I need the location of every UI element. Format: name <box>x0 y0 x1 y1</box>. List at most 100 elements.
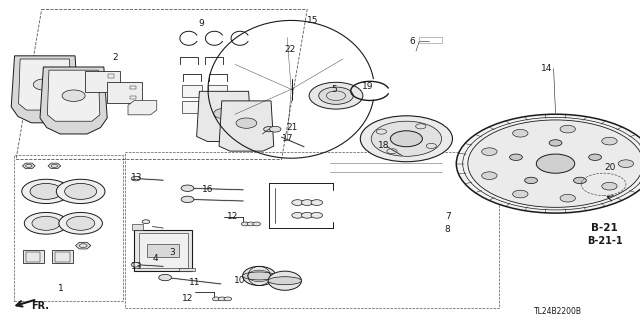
Polygon shape <box>19 59 71 110</box>
Text: 21: 21 <box>287 123 298 132</box>
Circle shape <box>602 137 617 145</box>
Circle shape <box>131 263 140 267</box>
Bar <box>52 250 73 263</box>
Circle shape <box>131 176 140 181</box>
Circle shape <box>301 200 313 205</box>
Bar <box>179 268 195 271</box>
Circle shape <box>33 79 56 90</box>
Circle shape <box>59 212 102 234</box>
Text: 11: 11 <box>189 278 200 287</box>
Bar <box>108 75 114 78</box>
Polygon shape <box>219 101 274 151</box>
Polygon shape <box>108 82 143 103</box>
Bar <box>108 85 114 88</box>
Circle shape <box>292 212 303 218</box>
Ellipse shape <box>243 272 276 280</box>
Bar <box>208 101 227 113</box>
Circle shape <box>159 274 172 281</box>
Ellipse shape <box>268 271 301 290</box>
Polygon shape <box>76 242 91 249</box>
Text: 16: 16 <box>202 185 213 194</box>
Text: 14: 14 <box>541 64 552 73</box>
Text: 17: 17 <box>282 134 293 143</box>
Circle shape <box>181 185 194 191</box>
Circle shape <box>513 190 528 198</box>
Circle shape <box>468 120 640 207</box>
Circle shape <box>549 140 562 146</box>
Circle shape <box>241 222 249 226</box>
Bar <box>134 230 192 271</box>
Circle shape <box>142 220 150 224</box>
Bar <box>125 152 499 308</box>
Bar <box>23 250 44 263</box>
Circle shape <box>253 222 260 226</box>
Polygon shape <box>85 71 120 92</box>
Text: 20: 20 <box>605 163 616 172</box>
Circle shape <box>390 131 422 147</box>
Text: 1: 1 <box>58 284 63 293</box>
Circle shape <box>573 177 586 184</box>
Text: 9: 9 <box>198 19 204 28</box>
Text: 4: 4 <box>152 254 158 263</box>
Circle shape <box>24 212 68 234</box>
Text: 13: 13 <box>131 262 143 271</box>
Text: 5: 5 <box>332 85 337 94</box>
Circle shape <box>589 154 602 160</box>
Circle shape <box>456 114 640 213</box>
Polygon shape <box>128 100 157 115</box>
Circle shape <box>602 182 617 190</box>
Circle shape <box>212 297 220 301</box>
Bar <box>55 252 70 262</box>
Circle shape <box>292 200 303 205</box>
Text: FR.: FR. <box>31 301 49 311</box>
Text: 18: 18 <box>378 141 389 150</box>
Bar <box>130 86 136 89</box>
Circle shape <box>482 148 497 155</box>
Circle shape <box>67 216 95 230</box>
Circle shape <box>32 216 60 230</box>
Circle shape <box>482 172 497 180</box>
Circle shape <box>247 222 255 226</box>
Polygon shape <box>196 91 252 142</box>
Ellipse shape <box>243 266 276 286</box>
Circle shape <box>301 212 313 218</box>
Circle shape <box>218 297 226 301</box>
Circle shape <box>360 116 452 162</box>
Polygon shape <box>47 70 100 121</box>
Bar <box>139 233 188 268</box>
Polygon shape <box>48 163 61 169</box>
Bar <box>208 85 227 97</box>
Circle shape <box>311 212 323 218</box>
Circle shape <box>62 90 85 101</box>
Circle shape <box>236 118 257 128</box>
Circle shape <box>525 177 538 184</box>
Text: 12: 12 <box>182 294 194 303</box>
Circle shape <box>509 154 522 160</box>
Bar <box>132 224 143 230</box>
Polygon shape <box>40 67 108 134</box>
Circle shape <box>319 87 353 104</box>
Circle shape <box>56 179 105 204</box>
Circle shape <box>309 82 363 109</box>
Circle shape <box>513 130 528 137</box>
Circle shape <box>560 194 575 202</box>
Bar <box>14 155 123 301</box>
Circle shape <box>269 126 281 132</box>
Bar <box>419 37 442 43</box>
Bar <box>26 252 40 262</box>
Text: B-21-1: B-21-1 <box>587 236 623 246</box>
Polygon shape <box>22 163 35 169</box>
Text: 8: 8 <box>445 225 451 234</box>
Text: 19: 19 <box>362 82 373 91</box>
Bar <box>182 85 202 97</box>
Circle shape <box>560 125 575 133</box>
Text: 13: 13 <box>131 173 143 182</box>
Circle shape <box>618 160 634 167</box>
Bar <box>130 96 136 100</box>
Text: 7: 7 <box>445 212 451 221</box>
Circle shape <box>311 200 323 205</box>
Text: 10: 10 <box>234 276 245 285</box>
Bar <box>147 244 179 257</box>
Text: 2: 2 <box>112 53 118 62</box>
Circle shape <box>224 297 232 301</box>
